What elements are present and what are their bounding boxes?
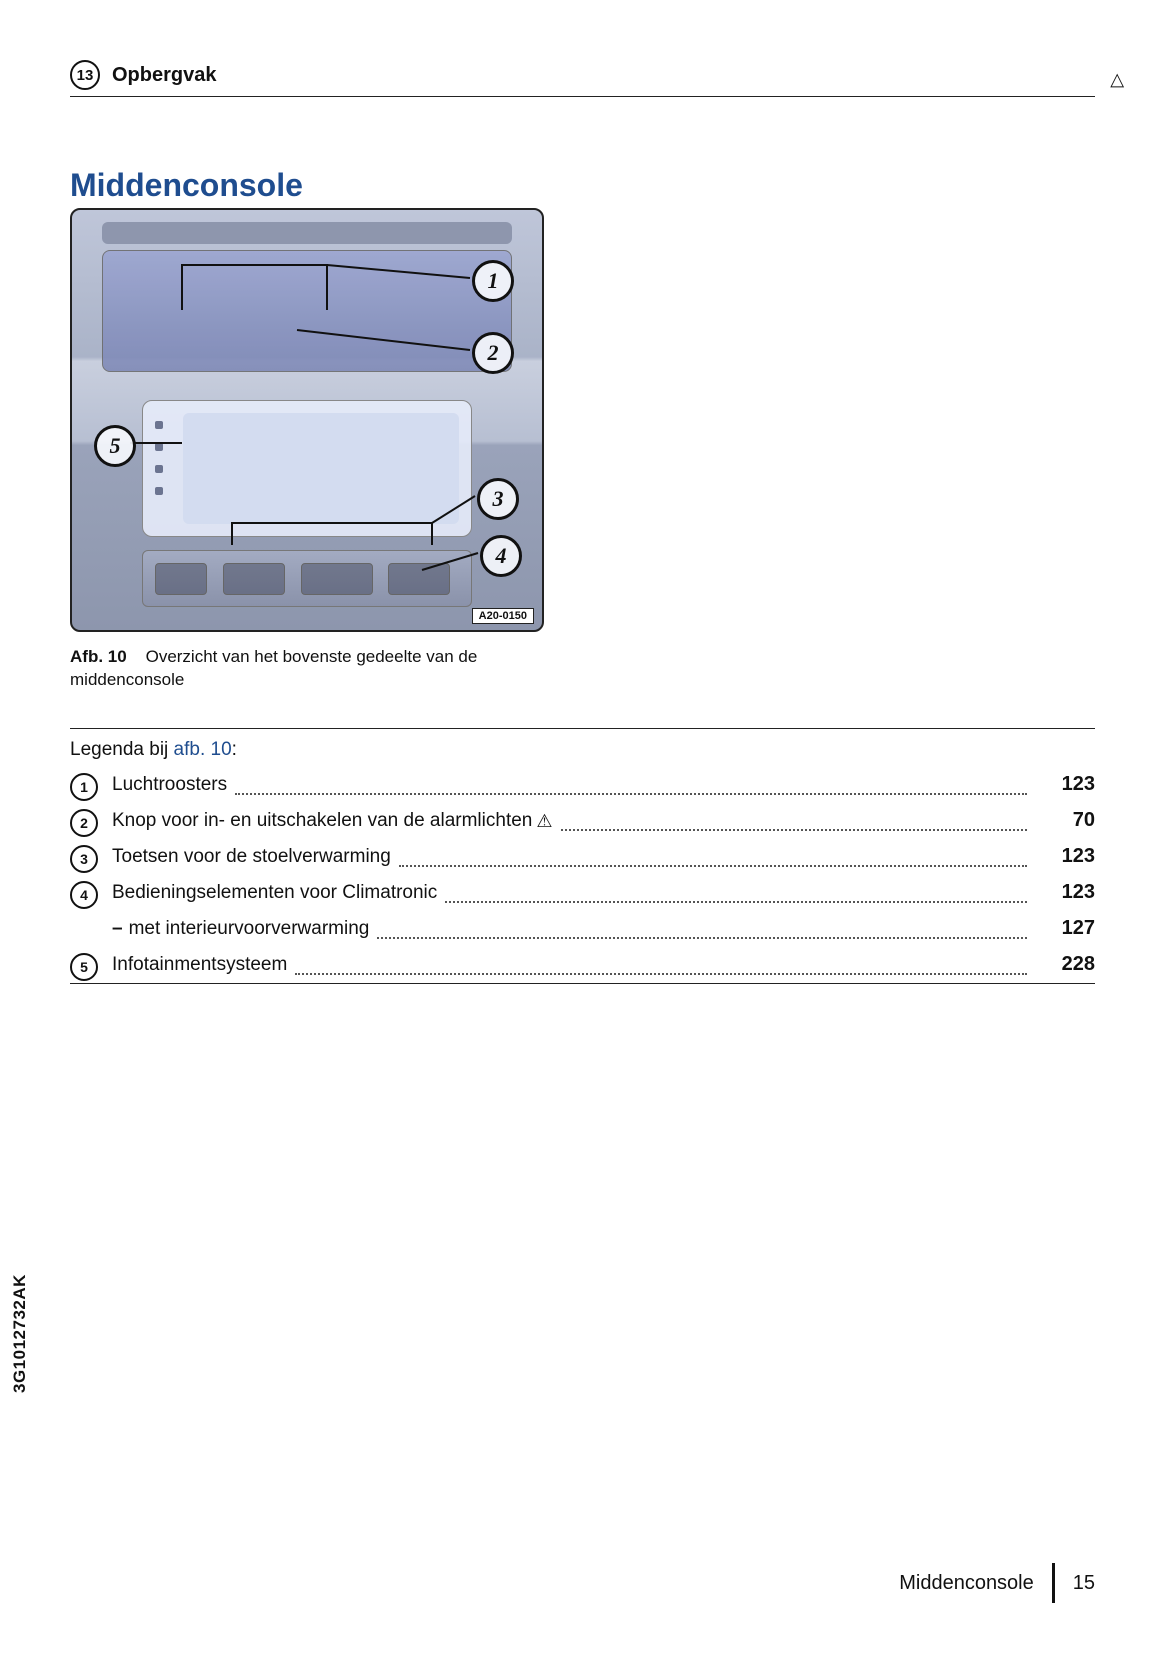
callout-badge-4: 4 bbox=[480, 535, 522, 577]
header-item-label: Opbergvak bbox=[112, 64, 216, 87]
illustration-code: A20-0150 bbox=[472, 608, 534, 624]
legend-number: 2 bbox=[70, 809, 98, 837]
page: 13 Opbergvak ◁ Middenconsole bbox=[0, 0, 1165, 1653]
legend-row: 3 Toetsen voor de stoelverwarming 123 bbox=[70, 839, 1095, 875]
illus-leaders bbox=[72, 210, 542, 630]
legend-page: 127 bbox=[1039, 917, 1095, 940]
legend: Legenda bij afb. 10: 1 Luchtroosters 123 2K… bbox=[70, 728, 1095, 984]
legend-text: Toetsen voor de stoelverwarming bbox=[112, 846, 391, 868]
legend-page: 70 bbox=[1039, 809, 1095, 832]
legend-text: Infotainmentsysteem bbox=[112, 954, 287, 976]
legend-text: Bedieningselementen voor Climatronic bbox=[112, 882, 437, 904]
legend-number: 5 bbox=[70, 953, 98, 981]
legend-title: Legenda bij afb. 10: bbox=[70, 729, 1095, 767]
leader-dots bbox=[377, 936, 1027, 939]
legend-row: 5 Infotainmentsysteem 228 bbox=[70, 947, 1095, 983]
legend-page: 228 bbox=[1039, 953, 1095, 976]
legend-page: 123 bbox=[1039, 773, 1095, 796]
legend-text: Luchtroosters bbox=[112, 774, 227, 796]
callout-badge-3: 3 bbox=[477, 478, 519, 520]
header: 13 Opbergvak bbox=[70, 60, 1095, 97]
leader-dots bbox=[561, 828, 1028, 831]
leader-dots bbox=[295, 972, 1027, 975]
footer-section: Middenconsole bbox=[899, 1572, 1034, 1595]
legend-number: 1 bbox=[70, 773, 98, 801]
leader-dots bbox=[399, 864, 1027, 867]
legend-row: 0–met interieurvoorverwarming127 bbox=[70, 911, 1095, 947]
section-title: Middenconsole bbox=[70, 167, 1095, 204]
figure-text: Overzicht van het bovenste gedeelte van … bbox=[70, 647, 477, 689]
legend-number: 4 bbox=[70, 881, 98, 909]
leader-dots bbox=[445, 900, 1027, 903]
legend-number: 3 bbox=[70, 845, 98, 873]
corner-mark-icon: ◁ bbox=[1108, 74, 1129, 88]
header-item-number: 13 bbox=[70, 60, 100, 90]
legend-row: 2 Knop voor in- en uitschakelen van de al… bbox=[70, 803, 1095, 839]
figure-caption: Afb. 10 Overzicht van het bovenste gedee… bbox=[70, 646, 590, 692]
warning-icon: ⚠ bbox=[536, 812, 552, 830]
footer-page-number: 15 bbox=[1073, 1572, 1095, 1595]
callout-badge-1: 1 bbox=[472, 260, 514, 302]
illustration: 1 2 3 4 5 A20-0150 bbox=[70, 208, 544, 632]
footer: Middenconsole 15 bbox=[899, 1563, 1095, 1603]
leader-dots bbox=[235, 792, 1027, 795]
figure-label: Afb. 10 bbox=[70, 647, 127, 666]
document-code: 3G1012732AK bbox=[10, 1274, 30, 1393]
callout-badge-5: 5 bbox=[94, 425, 136, 467]
footer-divider bbox=[1052, 1563, 1055, 1603]
legend-page: 123 bbox=[1039, 881, 1095, 904]
callout-badge-2: 2 bbox=[472, 332, 514, 374]
legend-row: 4 Bedieningselementen voor Climatronic 123 bbox=[70, 875, 1095, 911]
legend-page: 123 bbox=[1039, 845, 1095, 868]
legend-text: Knop voor in- en uitschakelen van de ala… bbox=[112, 810, 553, 832]
legend-text: –met interieurvoorverwarming bbox=[112, 918, 369, 940]
legend-row: 1 Luchtroosters 123 bbox=[70, 767, 1095, 803]
